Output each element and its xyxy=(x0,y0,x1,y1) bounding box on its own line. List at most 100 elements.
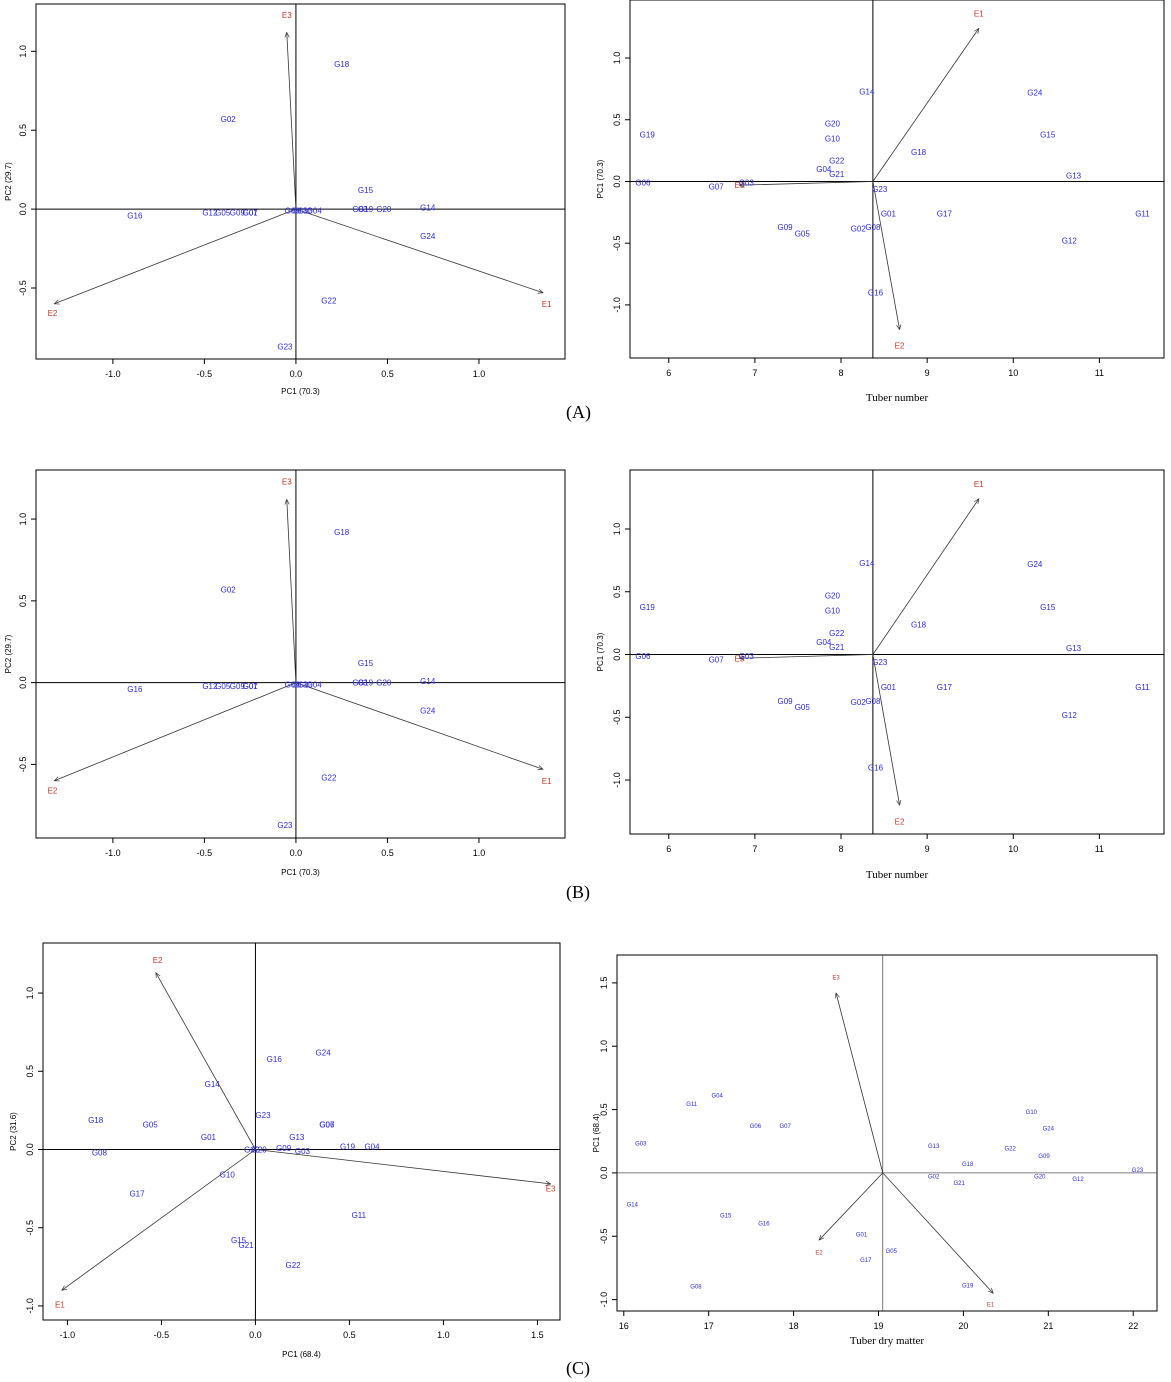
y-tick-label: 0.0 xyxy=(18,203,28,216)
genotype-label-g17: G17 xyxy=(937,210,953,219)
environment-label-e3: E3 xyxy=(546,1185,556,1194)
genotype-label-g13: G13 xyxy=(292,680,308,689)
genotype-label-g01: G01 xyxy=(201,1133,217,1142)
genotype-label-g13: G13 xyxy=(289,1133,305,1142)
y-axis-label: PC2 (29.7) xyxy=(4,162,13,201)
x-tick-label: 8 xyxy=(839,844,844,854)
genotype-label-g01: G01 xyxy=(243,682,259,691)
genotype-label-g19: G19 xyxy=(640,603,656,612)
x-tick-label: 1.5 xyxy=(531,1330,544,1340)
genotype-label-g02: G02 xyxy=(221,585,237,594)
environment-label-e1: E1 xyxy=(542,777,552,786)
genotype-label-g10: G10 xyxy=(298,680,314,689)
y-axis-label: PC1 (70.3) xyxy=(596,632,605,671)
y-axis-label: PC1 (70.3) xyxy=(596,159,605,198)
x-tick-label: 19 xyxy=(874,1321,884,1331)
plot-frame xyxy=(35,3,566,360)
x-tick-label: 7 xyxy=(752,844,757,854)
x-tick-label: 6 xyxy=(666,368,671,378)
environment-label-e2: E2 xyxy=(815,1250,823,1256)
x-tick-label: 16 xyxy=(619,1321,629,1331)
x-tick-label: 22 xyxy=(1128,1321,1138,1331)
genotype-label-g06: G06 xyxy=(635,179,651,188)
genotype-label-g22: G22 xyxy=(829,629,845,638)
plot-frame xyxy=(629,469,1165,835)
genotype-label-g09: G09 xyxy=(276,1144,292,1153)
genotype-label-g03: G03 xyxy=(352,679,368,688)
plot-frame xyxy=(616,954,1158,1312)
y-tick-label: -1.0 xyxy=(599,1292,609,1308)
x-tick-label: 18 xyxy=(789,1321,799,1331)
x-tick-label: -0.5 xyxy=(197,369,213,379)
y-tick-label: -1.0 xyxy=(612,772,622,788)
genotype-label-g06: G06 xyxy=(285,207,301,216)
x-tick-label: 10 xyxy=(1008,368,1018,378)
y-tick-label: 0.5 xyxy=(25,1065,35,1078)
genotype-label-g04: G04 xyxy=(307,680,323,689)
environment-vector-e3 xyxy=(255,1149,550,1183)
environment-label-e1: E1 xyxy=(542,300,552,309)
genotype-label-g07: G07 xyxy=(709,182,725,191)
genotype-label-g18: G18 xyxy=(962,1162,974,1168)
genotype-label-g22: G22 xyxy=(285,1261,301,1270)
x-tick-label: 0.5 xyxy=(381,369,394,379)
environment-vector-e3 xyxy=(836,993,884,1174)
y-tick-label: -1.0 xyxy=(25,1298,35,1314)
y-axis-label: PC1 (68.4) xyxy=(592,1113,601,1152)
environment-label-e3: E3 xyxy=(832,976,840,982)
y-tick-label: 0.0 xyxy=(599,1167,609,1180)
genotype-label-g08: G08 xyxy=(92,1149,108,1158)
genotype-label-g03: G03 xyxy=(635,1142,647,1148)
genotype-label-g07: G07 xyxy=(243,682,259,691)
biplot-panel-c-right: 16 17 18 19 20 21 22 -1.0 -0.5 0.0 0.5 1.0 1.5 Tuber … xyxy=(592,954,1158,1347)
genotype-label-g08: G08 xyxy=(690,1285,702,1291)
genotype-label-g04: G04 xyxy=(307,207,323,216)
genotype-label-g16: G16 xyxy=(267,1055,283,1064)
genotype-label-g15: G15 xyxy=(358,659,374,668)
x-tick-label: 9 xyxy=(925,368,930,378)
x-tick-label: 0.0 xyxy=(290,369,303,379)
y-tick-label: -0.5 xyxy=(612,710,622,726)
genotype-label-g14: G14 xyxy=(627,1202,639,1208)
y-tick-label: 1.0 xyxy=(612,523,622,536)
genotype-label-g22: G22 xyxy=(829,156,845,165)
plot-frame xyxy=(629,0,1165,359)
genotype-label-g03: G03 xyxy=(739,179,755,188)
x-axis-label: PC1 (70.3) xyxy=(281,868,320,877)
y-tick-label: -0.5 xyxy=(18,757,28,773)
x-tick-label: 20 xyxy=(958,1321,968,1331)
genotype-label-g21: G21 xyxy=(829,643,845,652)
genotype-label-g17: G17 xyxy=(129,1189,145,1198)
environment-label-e3: E3 xyxy=(282,11,292,20)
environment-vector-e2 xyxy=(819,1172,884,1240)
y-tick-label: 0.0 xyxy=(612,648,622,661)
y-tick-label: -1.0 xyxy=(612,297,622,313)
genotype-label-g20: G20 xyxy=(252,1145,268,1154)
genotype-label-g23: G23 xyxy=(1132,1168,1144,1174)
genotype-label-g02: G02 xyxy=(851,224,867,233)
genotype-label-g02: G02 xyxy=(928,1174,940,1180)
genotype-label-g11: G11 xyxy=(686,1102,698,1108)
plot-frame xyxy=(42,942,561,1321)
x-tick-label: 0.5 xyxy=(381,848,394,858)
genotype-label-g22: G22 xyxy=(321,773,337,782)
environment-label-e2: E2 xyxy=(48,787,58,796)
genotype-label-g09: G09 xyxy=(777,223,793,232)
genotype-label-g23: G23 xyxy=(277,821,293,830)
environment-vector-e3 xyxy=(739,654,873,659)
genotype-label-g10: G10 xyxy=(220,1171,236,1180)
genotype-label-g06: G06 xyxy=(285,680,301,689)
genotype-label-g24: G24 xyxy=(420,706,436,715)
genotype-label-g05: G05 xyxy=(795,703,811,712)
genotype-label-g07: G07 xyxy=(319,1120,335,1129)
y-tick-label: 1.0 xyxy=(18,513,28,526)
environment-vector-e2 xyxy=(872,181,900,329)
genotype-label-g23: G23 xyxy=(872,658,888,667)
y-tick-label: -0.5 xyxy=(18,280,28,296)
genotype-label-g20: G20 xyxy=(825,119,841,128)
genotype-label-g18: G18 xyxy=(911,620,927,629)
genotype-label-g20: G20 xyxy=(825,592,841,601)
genotype-label-g16: G16 xyxy=(758,1221,770,1227)
environment-label-e3: E3 xyxy=(734,181,744,190)
genotype-label-g23: G23 xyxy=(277,342,293,351)
